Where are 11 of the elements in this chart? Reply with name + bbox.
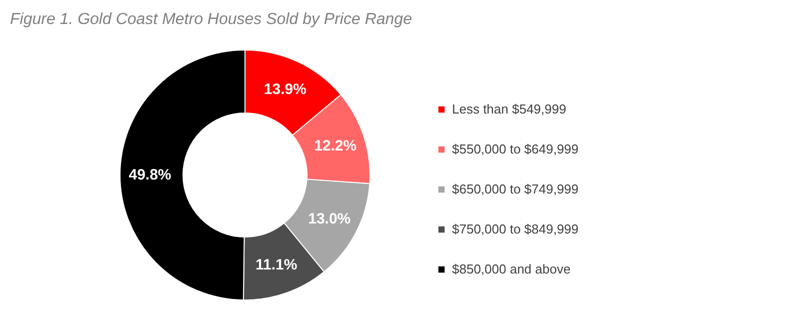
legend-label: $850,000 and above xyxy=(452,262,571,276)
data-label: 13.0% xyxy=(308,210,351,228)
legend-label: $650,000 to $749,999 xyxy=(452,182,579,196)
data-label: 49.8% xyxy=(128,166,172,184)
legend-label: $750,000 to $849,999 xyxy=(452,222,579,236)
data-label: 13.9% xyxy=(264,80,306,98)
chart-title: Figure 1. Gold Coast Metro Houses Sold by Price Range xyxy=(10,11,412,28)
legend-label: Less than $549,999 xyxy=(452,102,566,116)
legend-label: $550,000 to $649,999 xyxy=(452,142,579,156)
data-label: 12.2% xyxy=(314,138,357,155)
data-label: 11.1% xyxy=(255,256,298,274)
